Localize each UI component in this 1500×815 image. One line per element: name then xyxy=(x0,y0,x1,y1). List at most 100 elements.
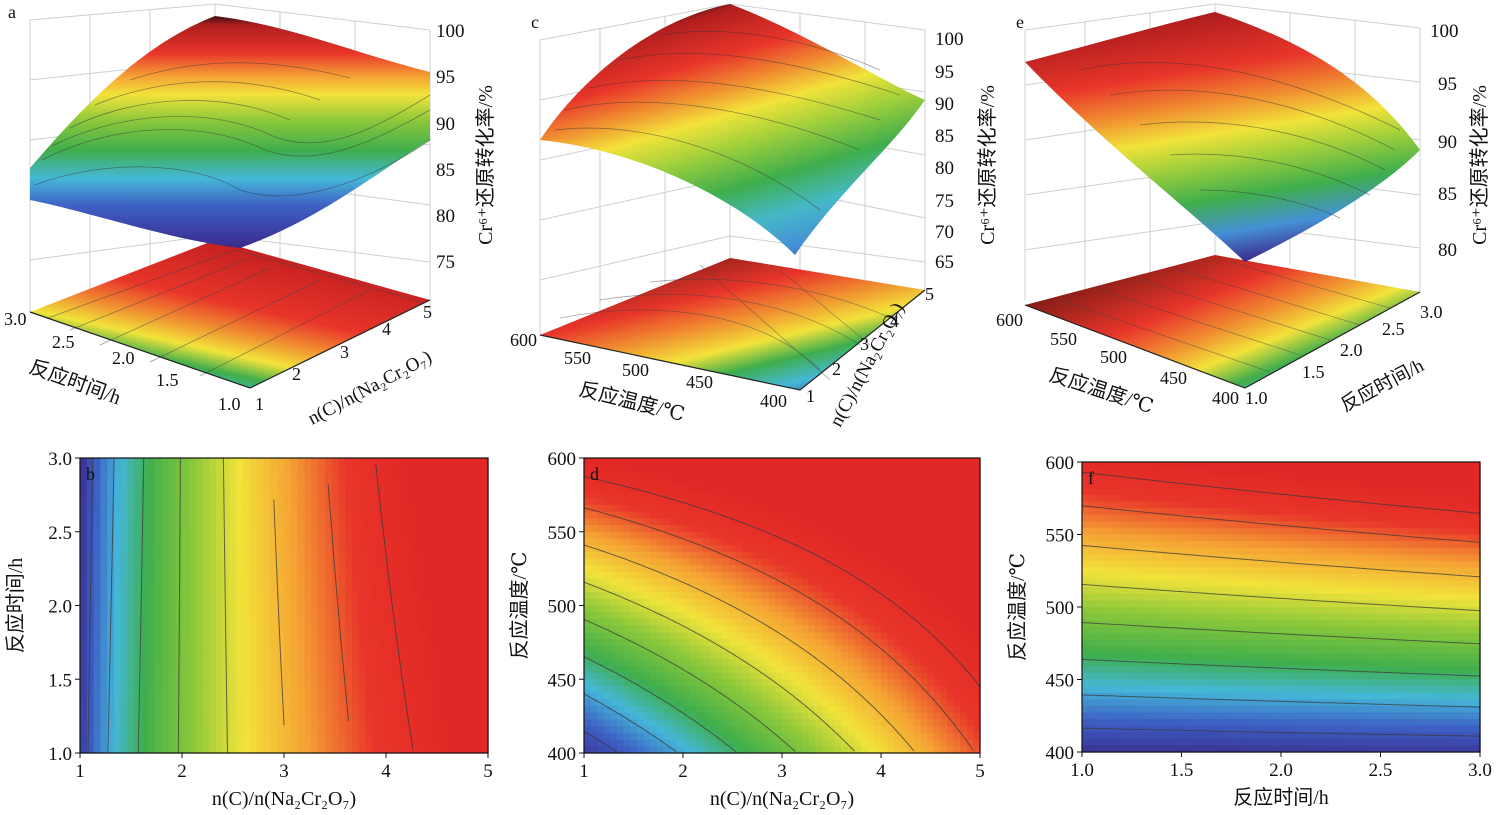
heatmap-cell xyxy=(467,498,475,506)
heatmap-cell xyxy=(636,685,644,694)
heatmap-cell xyxy=(182,672,190,680)
heatmap-cell xyxy=(345,464,353,472)
heatmap-cell xyxy=(755,592,763,600)
heatmap-cell xyxy=(887,685,895,694)
heatmap-cell xyxy=(114,498,122,506)
heatmap-cell xyxy=(801,665,809,674)
heatmap-cell xyxy=(900,706,908,714)
heatmap-cell xyxy=(120,558,129,566)
heatmap-cell xyxy=(331,699,339,707)
heatmap-cell xyxy=(841,531,849,540)
heatmap-cell xyxy=(318,458,326,466)
heatmap-cell xyxy=(848,551,856,560)
heatmap-cell xyxy=(372,685,380,694)
heatmap-cell xyxy=(222,458,231,466)
heatmap-cell xyxy=(887,746,895,754)
heatmap-cell xyxy=(209,679,217,687)
heatmap-cell xyxy=(722,645,730,654)
heatmap-cell xyxy=(821,504,829,513)
heatmap-cell xyxy=(788,585,796,593)
heatmap-cell xyxy=(815,639,823,647)
heatmap-cell xyxy=(808,531,816,540)
heatmap-cell xyxy=(175,545,183,553)
heatmap-cell xyxy=(474,491,482,499)
heatmap-cell xyxy=(610,605,618,613)
heatmap-cell xyxy=(867,746,875,754)
heatmap-cell xyxy=(229,511,237,519)
heatmap-cell xyxy=(406,692,414,700)
heatmap-cell xyxy=(168,645,176,654)
heatmap-cell xyxy=(93,645,101,654)
heatmap-cell xyxy=(742,679,750,687)
heatmap-cell xyxy=(742,712,750,721)
heatmap-cell xyxy=(643,659,651,667)
heatmap-cell xyxy=(729,605,737,613)
heatmap-cell xyxy=(222,538,231,546)
heatmap-cell xyxy=(304,484,312,493)
heatmap-cell xyxy=(311,632,319,640)
heatmap-cell xyxy=(290,518,299,526)
heatmap-cell xyxy=(392,712,401,721)
heatmap-cell xyxy=(284,511,292,519)
heatmap-cell xyxy=(867,659,875,667)
heatmap-cell xyxy=(768,545,776,553)
heatmap-cell xyxy=(318,491,326,499)
heatmap-cell xyxy=(277,632,285,640)
heatmap-cell xyxy=(433,679,441,687)
heatmap-cell xyxy=(392,525,401,533)
heatmap-cell xyxy=(100,551,108,560)
heatmap-cell xyxy=(311,612,319,620)
heatmap-cell xyxy=(256,558,265,566)
heatmap-cell xyxy=(304,578,312,586)
heatmap-cell xyxy=(250,639,258,647)
heatmap-cell xyxy=(134,545,142,553)
heatmap-cell xyxy=(331,625,339,633)
heatmap-cell xyxy=(867,692,875,700)
heatmap-cell xyxy=(114,471,122,479)
heatmap-cell xyxy=(100,692,108,700)
heatmap-cell xyxy=(460,612,469,620)
heatmap-cell xyxy=(372,692,380,700)
heatmap-cell xyxy=(775,511,783,519)
heatmap-cell xyxy=(372,746,380,754)
heatmap-cell xyxy=(755,464,763,472)
heatmap-cell xyxy=(460,712,469,721)
heatmap-cell xyxy=(481,478,489,486)
heatmap-cell xyxy=(454,618,462,627)
heatmap-cell xyxy=(386,551,394,560)
heatmap-cell xyxy=(467,625,475,633)
heatmap-cell xyxy=(216,458,224,466)
heatmap-cell xyxy=(93,665,101,674)
heatmap-cell xyxy=(663,746,671,754)
heatmap-cell xyxy=(161,679,169,687)
heatmap-cell xyxy=(216,618,224,627)
heatmap-cell xyxy=(907,652,915,660)
heatmap-cell xyxy=(406,525,414,533)
heatmap-cell xyxy=(372,551,380,560)
right-tick-label: 1 xyxy=(806,386,815,406)
heatmap-cell xyxy=(202,672,210,680)
heatmap-cell xyxy=(749,531,757,540)
heatmap-cell xyxy=(318,571,326,580)
heatmap-cell xyxy=(440,504,448,513)
heatmap-cell xyxy=(848,706,856,714)
heatmap-cell xyxy=(386,706,394,714)
heatmap-cell xyxy=(352,464,360,472)
heatmap-cell xyxy=(861,712,869,721)
heatmap-cell xyxy=(801,632,809,640)
heatmap-cell xyxy=(630,551,638,560)
heatmap-cell xyxy=(433,652,441,660)
heatmap-cell xyxy=(467,531,475,540)
heatmap-cell xyxy=(610,632,618,640)
heatmap-cell xyxy=(900,712,908,721)
heatmap-cell xyxy=(729,525,737,533)
heatmap-cell xyxy=(590,645,598,654)
heatmap-cell xyxy=(399,578,407,586)
heatmap-cell xyxy=(107,511,115,519)
heatmap-cell xyxy=(263,558,271,566)
heatmap-cell xyxy=(709,525,717,533)
heatmap-cell xyxy=(392,652,401,660)
heatmap-cell xyxy=(120,605,129,613)
heatmap-cell xyxy=(656,719,664,727)
heatmap-cell xyxy=(386,726,394,734)
